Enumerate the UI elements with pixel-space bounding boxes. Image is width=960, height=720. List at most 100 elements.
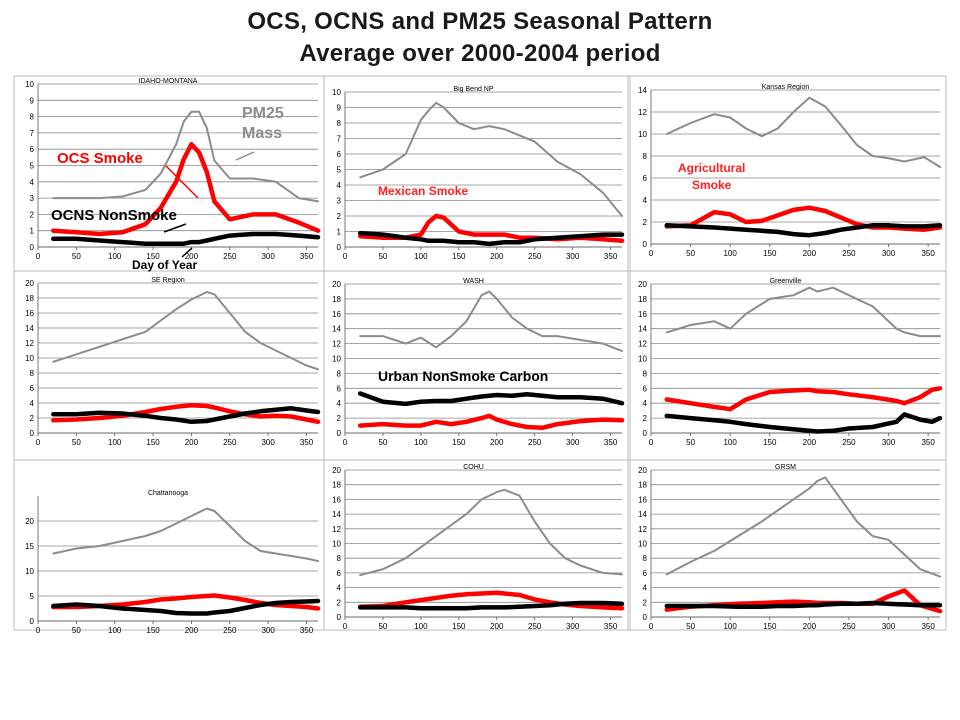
x-tick-label: 50 [378,438,387,447]
panel-title: IDAHO-MONTANA [139,78,198,85]
y-tick-label: 4 [30,399,35,408]
x-tick-label: 0 [343,438,348,447]
y-tick-label: 0 [30,429,35,438]
panel-title: Greenville [770,278,802,285]
y-tick-label: 7 [337,135,342,144]
series-line-1 [665,476,941,578]
x-tick-label: 300 [882,622,896,631]
y-tick-label: 1 [30,227,35,236]
series-line-2 [357,413,625,431]
panel-title: GRSM [775,464,796,471]
y-tick-label: 6 [337,384,342,393]
y-tick-label: 20 [25,279,34,288]
x-tick-label: 350 [604,622,618,631]
annotation-mexican-smoke: Mexican Smoke [378,184,469,198]
x-tick-label: 0 [36,438,41,447]
series-line-1 [52,110,319,203]
y-tick-label: 9 [30,96,35,105]
x-tick-label: 200 [803,438,817,447]
x-tick-label: 300 [566,438,580,447]
y-tick-label: 8 [337,554,342,563]
y-tick-label: 16 [638,495,647,504]
x-tick-label: 350 [921,438,935,447]
x-tick-label: 300 [566,252,580,261]
x-tick-label: 300 [261,252,275,261]
x-tick-label: 50 [686,622,695,631]
x-tick-label: 150 [763,622,777,631]
y-tick-label: 3 [337,197,342,206]
x-tick-label: 250 [223,438,237,447]
x-tick-label: 200 [490,252,504,261]
x-tick-label: 50 [72,252,81,261]
x-tick-label: 0 [649,622,654,631]
y-tick-label: 10 [332,540,341,549]
y-tick-label: 2 [30,414,35,423]
y-tick-label: 8 [643,369,648,378]
x-tick-label: 150 [763,249,777,258]
panel-title: Kansas Region [762,84,810,91]
series-line-1 [52,291,319,371]
series-line-3 [664,223,943,238]
y-tick-label: 8 [337,119,342,128]
annotation-urban-nonsmoke: Urban NonSmoke Carbon [378,368,549,384]
x-tick-label: 150 [452,252,466,261]
series-line-3 [51,598,321,616]
x-tick-label: 100 [723,438,737,447]
y-tick-label: 2 [337,414,342,423]
y-tick-label: 18 [638,481,647,490]
panel-frame [323,270,631,461]
y-tick-label: 8 [643,152,648,161]
x-tick-label: 150 [452,622,466,631]
doy-pointer [181,247,193,258]
y-tick-label: 10 [25,354,34,363]
y-tick-label: 16 [332,310,341,319]
x-tick-label: 250 [842,438,856,447]
ocs-pointer [165,165,199,199]
y-tick-label: 14 [638,510,647,519]
y-tick-label: 9 [337,104,342,113]
series-line-2 [664,386,943,412]
y-tick-label: 4 [643,196,648,205]
x-tick-label: 300 [882,249,896,258]
x-tick-label: 350 [300,438,314,447]
x-tick-label: 0 [343,252,348,261]
x-tick-label: 200 [803,622,817,631]
y-tick-label: 10 [25,80,34,89]
y-tick-label: 0 [337,243,342,252]
panel-title: WASH [463,278,484,285]
y-tick-label: 0 [337,429,342,438]
annotation-day-of-year: Day of Year [132,258,198,272]
title-line-1: OCS, OCNS and PM25 Seasonal Pattern [247,8,713,35]
x-tick-label: 200 [490,622,504,631]
y-tick-label: 20 [638,280,647,289]
series-line-2 [51,593,321,611]
y-tick-label: 10 [25,567,34,576]
x-tick-label: 250 [842,249,856,258]
x-tick-label: 250 [223,626,237,635]
y-tick-label: 20 [25,517,34,526]
x-tick-label: 350 [300,626,314,635]
x-tick-label: 300 [261,438,275,447]
y-tick-label: 8 [30,113,35,122]
x-tick-label: 250 [528,252,542,261]
y-tick-label: 0 [643,613,648,622]
y-tick-label: 5 [337,166,342,175]
series-line-3 [664,412,943,434]
x-tick-label: 150 [146,626,160,635]
y-tick-label: 4 [337,181,342,190]
x-tick-label: 350 [921,249,935,258]
x-tick-label: 100 [414,252,428,261]
y-tick-label: 10 [332,88,341,97]
y-tick-label: 6 [643,384,648,393]
y-tick-label: 12 [638,108,647,117]
x-tick-label: 200 [803,249,817,258]
y-tick-label: 16 [25,309,34,318]
y-tick-label: 6 [337,150,342,159]
y-tick-label: 18 [638,295,647,304]
x-tick-label: 300 [261,626,275,635]
x-tick-label: 0 [36,626,41,635]
y-tick-label: 20 [332,280,341,289]
x-tick-label: 250 [528,438,542,447]
x-tick-label: 0 [36,252,41,261]
y-tick-label: 14 [638,325,647,334]
